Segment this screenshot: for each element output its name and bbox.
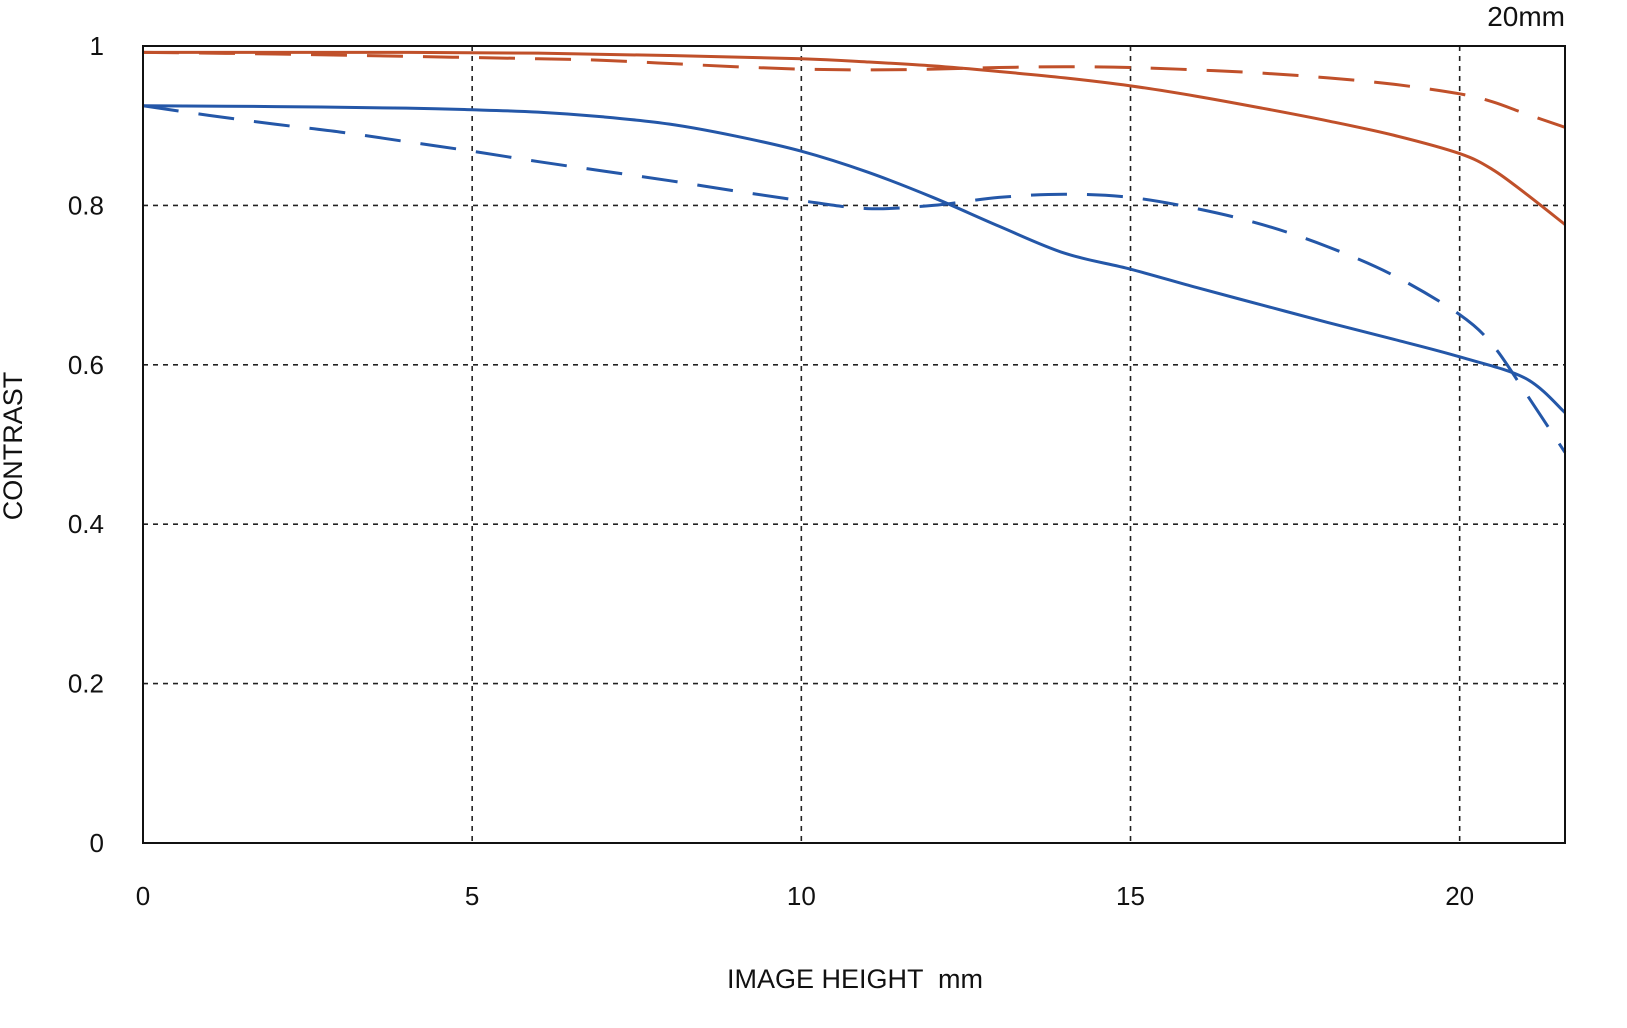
x-tick-label: 10: [787, 881, 816, 911]
y-tick-label: 0.2: [68, 669, 104, 699]
x-tick-label: 5: [465, 881, 479, 911]
y-tick-label: 1: [90, 31, 104, 61]
y-tick-labels: 0 0.2 0.4 0.6 0.8 1: [68, 31, 104, 858]
y-tick-label: 0.4: [68, 509, 104, 539]
series-layer: [142, 50, 1567, 454]
chart-title: 20mm: [1487, 1, 1565, 32]
x-tick-label: 20: [1445, 881, 1474, 911]
series-line-1: [142, 50, 1566, 129]
x-tick-label: 0: [136, 881, 150, 911]
y-axis-label: CONTRAST: [0, 372, 28, 521]
series-line-3: [142, 104, 1567, 454]
plot-frame: [142, 45, 1566, 844]
y-tick-label: 0.6: [68, 350, 104, 380]
grid-layer: [143, 46, 1565, 843]
series-line-0: [143, 50, 1566, 226]
y-tick-label: 0: [90, 828, 104, 858]
x-axis-label: IMAGE HEIGHT mm: [727, 964, 983, 994]
x-tick-label: 15: [1116, 881, 1145, 911]
series-line-2: [142, 104, 1567, 414]
y-tick-label: 0.8: [68, 190, 104, 220]
x-tick-labels: 0 5 10 15 20: [136, 881, 1474, 911]
